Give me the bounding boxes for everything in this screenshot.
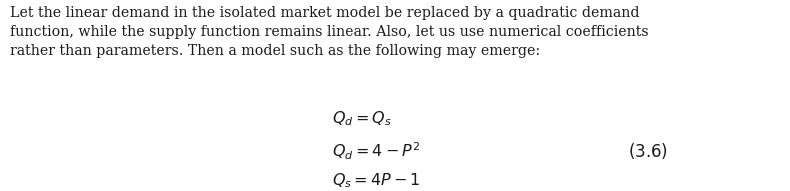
Text: $Q_d = 4 - P^2$: $Q_d = 4 - P^2$ bbox=[332, 140, 420, 162]
Text: Let the linear demand in the isolated market model be replaced by a quadratic de: Let the linear demand in the isolated ma… bbox=[10, 6, 649, 58]
Text: $(3.6)$: $(3.6)$ bbox=[628, 141, 668, 161]
Text: $Q_s = 4P - 1$: $Q_s = 4P - 1$ bbox=[332, 171, 420, 190]
Text: $Q_d = Q_s$: $Q_d = Q_s$ bbox=[332, 109, 392, 128]
